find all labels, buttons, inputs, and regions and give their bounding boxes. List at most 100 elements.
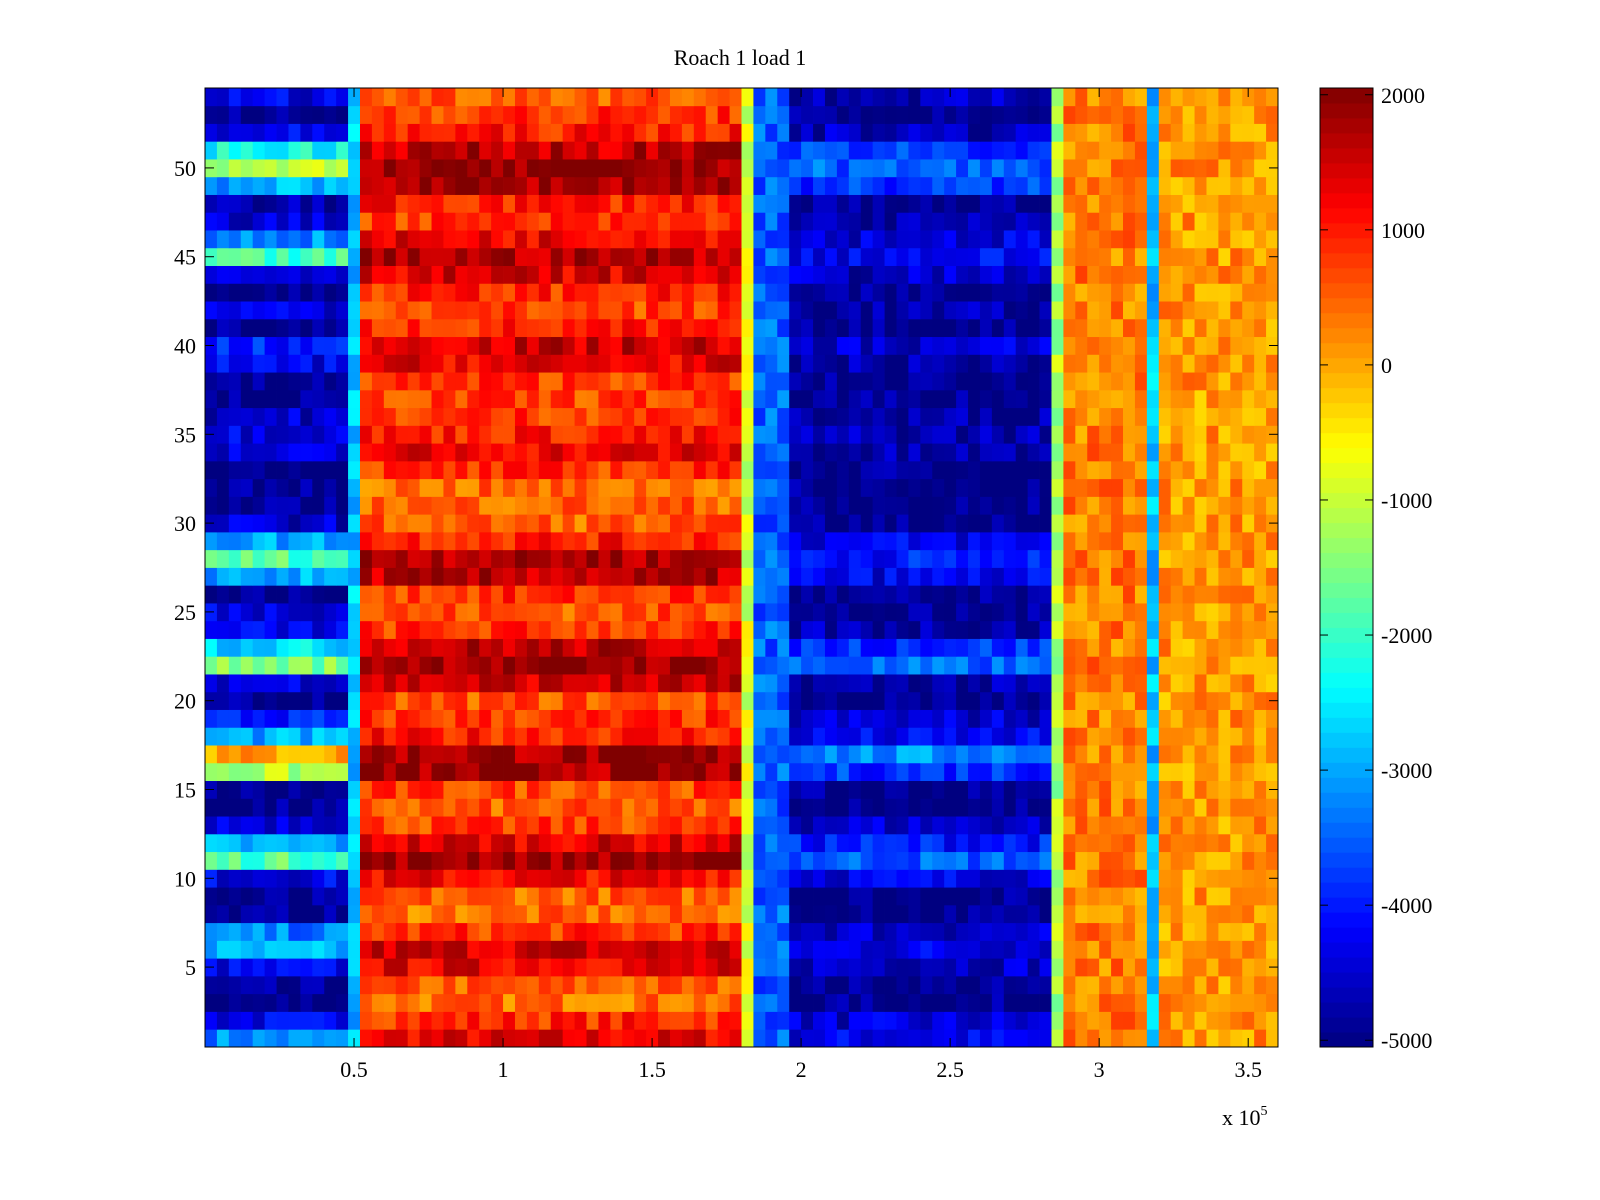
- heatmap-cell: [526, 549, 540, 568]
- heatmap-cell: [467, 389, 480, 409]
- heatmap-cell: [932, 514, 945, 533]
- heatmap-cell: [348, 549, 361, 568]
- colorbar-swatch: [1320, 717, 1373, 733]
- heatmap-cell: [1158, 674, 1172, 693]
- heatmap-cell: [872, 159, 885, 178]
- heatmap-cell: [1015, 336, 1029, 355]
- heatmap-cell: [359, 745, 373, 764]
- heatmap-cell: [1027, 88, 1040, 107]
- heatmap-cell: [252, 656, 266, 675]
- heatmap-cell: [1182, 123, 1195, 142]
- heatmap-cell: [359, 922, 373, 941]
- heatmap-cell: [1063, 478, 1076, 497]
- heatmap-cell: [813, 549, 826, 568]
- heatmap-cell: [348, 389, 361, 409]
- heatmap-cell: [813, 585, 826, 604]
- heatmap-cell: [383, 603, 397, 622]
- heatmap-cell: [419, 709, 432, 728]
- heatmap-cell: [336, 993, 349, 1012]
- heatmap-cell: [1027, 230, 1040, 249]
- heatmap-cell: [503, 940, 516, 959]
- heatmap-cell: [944, 496, 957, 515]
- heatmap-cell: [336, 975, 349, 995]
- heatmap-cell: [1123, 1011, 1136, 1030]
- heatmap-cell: [944, 887, 957, 906]
- heatmap-cell: [920, 123, 933, 142]
- heatmap-cell: [443, 372, 456, 391]
- heatmap-cell: [407, 603, 420, 622]
- heatmap-cell: [824, 283, 838, 302]
- heatmap-cell: [1254, 922, 1267, 941]
- heatmap-cell: [1218, 922, 1231, 941]
- heatmap-cell: [669, 443, 683, 462]
- heatmap-cell: [658, 230, 671, 249]
- heatmap-cell: [765, 691, 778, 710]
- heatmap-cell: [228, 620, 242, 639]
- heatmap-cell: [741, 585, 754, 604]
- heatmap-cell: [1039, 958, 1052, 977]
- heatmap-cell: [395, 514, 409, 533]
- colorbar-swatch: [1320, 1002, 1373, 1018]
- heatmap-cell: [848, 372, 862, 391]
- heatmap-cell: [1230, 1029, 1243, 1048]
- heatmap-cell: [908, 674, 921, 693]
- heatmap-cell: [383, 958, 397, 977]
- heatmap-cell: [538, 816, 552, 835]
- heatmap-cell: [216, 993, 230, 1012]
- heatmap-cell: [896, 1029, 909, 1048]
- heatmap-cell: [264, 247, 277, 266]
- heatmap-cell: [1075, 159, 1088, 178]
- heatmap-cell: [634, 407, 647, 426]
- heatmap-cell: [1027, 389, 1040, 409]
- heatmap-cell: [1194, 833, 1207, 853]
- heatmap-cell: [765, 496, 778, 515]
- heatmap-cell: [884, 443, 897, 462]
- heatmap-cell: [753, 141, 766, 160]
- heatmap-cell: [491, 638, 504, 657]
- heatmap-cell: [705, 105, 719, 124]
- heatmap-cell: [526, 407, 540, 426]
- heatmap-cell: [1146, 372, 1160, 391]
- heatmap-cell: [693, 745, 707, 764]
- heatmap-cell: [407, 407, 420, 426]
- heatmap-cell: [598, 407, 611, 426]
- heatmap-cell: [1158, 389, 1172, 409]
- heatmap-cell: [503, 159, 516, 178]
- heatmap-cell: [276, 301, 289, 320]
- heatmap-cell: [514, 531, 528, 551]
- heatmap-cell: [920, 283, 933, 302]
- heatmap-cell: [717, 389, 730, 409]
- heatmap-cell: [717, 727, 730, 746]
- heatmap-cell: [324, 727, 337, 746]
- heatmap-cell: [824, 318, 838, 338]
- heatmap-cell: [348, 762, 361, 782]
- heatmap-cell: [765, 656, 778, 675]
- heatmap-cell: [801, 389, 814, 409]
- heatmap-cell: [956, 372, 969, 391]
- heatmap-cell: [968, 265, 981, 284]
- heatmap-cell: [824, 354, 838, 373]
- heatmap-cell: [1266, 975, 1279, 995]
- heatmap-cell: [1242, 638, 1255, 657]
- heatmap-cell: [753, 354, 766, 373]
- heatmap-cell: [419, 816, 432, 835]
- heatmap-cell: [1039, 727, 1052, 746]
- heatmap-cell: [1254, 88, 1267, 107]
- heatmap-cell: [526, 638, 540, 657]
- heatmap-cell: [741, 780, 754, 799]
- heatmap-cell: [932, 851, 945, 870]
- heatmap-cell: [538, 975, 552, 995]
- heatmap-cell: [1194, 247, 1207, 266]
- heatmap-cell: [1051, 709, 1064, 728]
- heatmap-cell: [753, 389, 766, 409]
- heatmap-cell: [658, 1011, 671, 1030]
- heatmap-cell: [348, 780, 361, 799]
- heatmap-cell: [586, 904, 599, 924]
- heatmap-cell: [777, 691, 790, 710]
- heatmap-cell: [1111, 460, 1124, 480]
- heatmap-cell: [276, 1011, 289, 1030]
- heatmap-cell: [288, 798, 301, 817]
- heatmap-cell: [240, 425, 254, 444]
- heatmap-cell: [610, 460, 623, 480]
- heatmap-cell: [538, 798, 552, 817]
